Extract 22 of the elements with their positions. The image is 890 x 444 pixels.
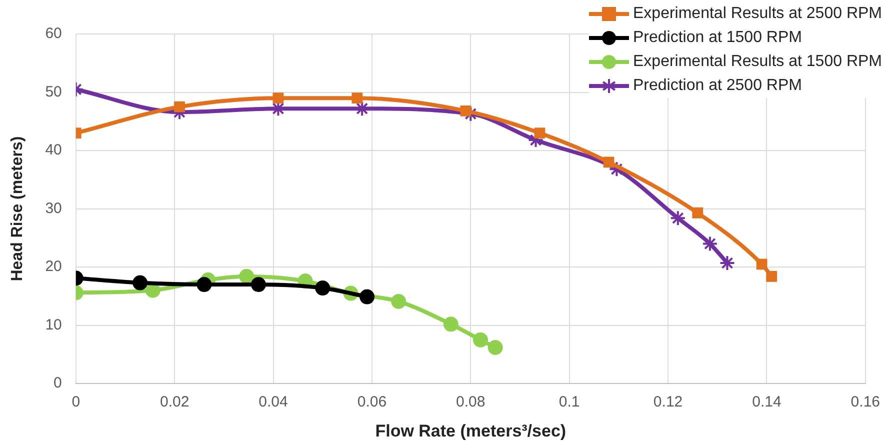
y-tick-label: 30: [45, 200, 62, 217]
legend-label: Prediction at 2500 RPM: [633, 77, 802, 95]
x-tick-label: 0.1: [558, 394, 580, 411]
y-tick-label: 0: [54, 374, 62, 392]
x-tick-label: 0.08: [456, 394, 486, 411]
x-tick-label: 0.14: [752, 394, 782, 411]
x-tick-label: 0: [72, 394, 80, 411]
y-tick-label: 10: [45, 316, 62, 334]
x-tick-label: 0.16: [850, 394, 880, 411]
legend-label: Prediction at 1500 RPM: [633, 29, 802, 47]
x-axis-title: Flow Rate (meters³/sec): [375, 421, 566, 440]
y-tick-label: 60: [45, 25, 62, 42]
x-tick-label: 0.02: [160, 394, 190, 411]
x-tick-label: 0.04: [258, 394, 288, 411]
y-tick-label: 50: [45, 83, 62, 100]
y-axis-title: Head Rise (meters): [9, 136, 26, 282]
legend-label: Experimental Results at 2500 RPM: [633, 5, 882, 23]
x-tick-label: 0.12: [653, 394, 683, 411]
legend-label: Experimental Results at 1500 RPM: [633, 53, 882, 71]
x-tick-label: 0.06: [357, 394, 387, 411]
y-tick-label: 20: [45, 258, 62, 276]
y-tick-label: 40: [45, 142, 62, 159]
